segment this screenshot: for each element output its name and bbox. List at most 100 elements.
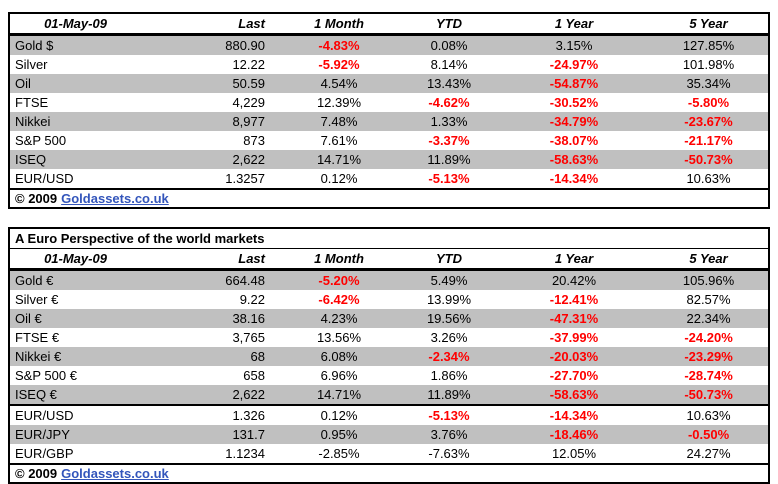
table-row: FTSE € 3,765 13.56% 3.26% -37.99% -24.20%	[9, 328, 769, 347]
instrument-label: Nikkei	[9, 112, 141, 131]
euro-col-header-last: Last	[141, 248, 279, 271]
instrument-label: FTSE	[15, 95, 49, 110]
pct-change: -58.63%	[499, 150, 649, 169]
instrument-label: ISEQ €	[9, 385, 141, 405]
instrument-label: S&P 500 €	[15, 368, 77, 383]
table-row: Gold €664.48 -5.20% 5.49% 20.42% 105.96%	[9, 269, 770, 290]
pct-change: 0.95%	[279, 425, 399, 444]
euro-market-table: A Euro Perspective of the world markets …	[8, 227, 771, 484]
pct-change: 20.42%	[499, 269, 649, 290]
pct-change: -5.20%	[279, 269, 399, 290]
euro-date-header: 01-May-09	[9, 248, 141, 271]
instrument-label: Silver €	[15, 292, 59, 307]
instrument-label: EUR/USD	[15, 171, 74, 186]
pct-change: -7.63%	[428, 446, 470, 461]
pct-change: 0.12%	[279, 404, 399, 425]
pct-change: 101.98%	[682, 57, 735, 72]
pct-change: 24.27%	[686, 446, 731, 461]
last-price: 131.7	[141, 425, 279, 444]
usd-col-header-5year: 5 Year	[649, 13, 769, 36]
pct-change: -4.62%	[428, 95, 470, 110]
instrument-label: Nikkei €	[9, 347, 141, 366]
instrument-label: EUR/JPY	[9, 425, 141, 444]
pct-change: -5.80%	[687, 95, 730, 110]
pct-change: 22.34%	[649, 309, 770, 328]
table-row: ISEQ €2,622 14.71% 11.89% -58.63% -50.73%	[9, 385, 770, 405]
instrument-label: Gold $	[9, 34, 141, 55]
pct-change: -3.37%	[428, 133, 470, 148]
pct-change: 8.14%	[430, 57, 468, 72]
last-price: 3,765	[232, 330, 265, 345]
euro-table-footer-row: © 2009 Goldassets.co.uk	[9, 463, 770, 483]
instrument-label: Gold €	[9, 269, 141, 290]
instrument-label: EUR/GBP	[15, 446, 74, 461]
last-price: 664.48	[141, 269, 279, 290]
pct-change: -24.20%	[684, 330, 733, 345]
euro-table-title-row: A Euro Perspective of the world markets	[9, 228, 770, 249]
copyright-text: © 2009	[15, 191, 58, 206]
pct-change: 6.96%	[320, 368, 358, 383]
last-price: 1.326	[141, 404, 279, 425]
pct-change: -12.41%	[549, 292, 599, 307]
usd-table-body: Gold $880.90 -4.83% 0.08% 3.15% 127.85% Silve…	[9, 34, 769, 190]
pct-change: 14.71%	[279, 385, 399, 405]
last-price: 2,622	[141, 385, 279, 405]
pct-change: -5.92%	[318, 57, 360, 72]
pct-change: -5.13%	[428, 171, 470, 186]
table-row: Silver € 9.22 -6.42% 13.99% -12.41% 82.57%	[9, 290, 769, 309]
last-price: 50.59	[141, 74, 279, 93]
pct-change: 127.85%	[649, 34, 769, 55]
pct-change: -5.13%	[399, 404, 499, 425]
pct-change: 105.96%	[649, 269, 770, 290]
usd-date-header: 01-May-09	[9, 13, 141, 36]
pct-change: -14.34%	[499, 404, 649, 425]
instrument-label: Oil €	[9, 309, 141, 328]
last-price: 1.1234	[225, 446, 265, 461]
pct-change: 10.63%	[649, 404, 770, 425]
usd-col-header-1year: 1 Year	[499, 13, 649, 36]
euro-table-body: Gold €664.48 -5.20% 5.49% 20.42% 105.96% Silv…	[9, 269, 770, 465]
table-row: S&P 500 873 7.61% -3.37% -38.07% -21.17%	[9, 131, 769, 150]
pct-change: -37.99%	[549, 330, 599, 345]
table-row: EUR/GBP 1.1234 -2.85% -7.63% 12.05% 24.27%	[9, 444, 769, 464]
pct-change: 13.56%	[316, 330, 362, 345]
pct-change: -21.17%	[684, 133, 733, 148]
pct-change: 0.12%	[320, 171, 358, 186]
pct-change: -4.83%	[279, 34, 399, 55]
instrument-label: S&P 500	[15, 133, 67, 148]
table-row: EUR/USD 1.3257 0.12% -5.13% -14.34% 10.63%	[9, 169, 769, 189]
last-price: 8,977	[141, 112, 279, 131]
pct-change: 14.71%	[279, 150, 399, 169]
euro-table-header-row: 01-May-09 Last 1 Month YTD 1 Year 5 Year	[9, 248, 770, 271]
pct-change: -20.03%	[499, 347, 649, 366]
last-price: 880.90	[141, 34, 279, 55]
pct-change: 82.57%	[686, 292, 731, 307]
pct-change: -2.34%	[399, 347, 499, 366]
pct-change: 12.05%	[551, 446, 597, 461]
pct-change: -58.63%	[499, 385, 649, 405]
pct-change: 1.33%	[399, 112, 499, 131]
usd-market-table: 01-May-09 Last 1 Month YTD 1 Year 5 Year…	[8, 12, 770, 209]
goldassets-link[interactable]: Goldassets.co.uk	[61, 466, 169, 481]
pct-change: 3.76%	[399, 425, 499, 444]
pct-change: 5.49%	[399, 269, 499, 290]
euro-col-header-1month: 1 Month	[279, 248, 399, 271]
pct-change: -28.74%	[684, 368, 733, 383]
euro-col-header-ytd: YTD	[399, 248, 499, 271]
pct-change: 35.34%	[649, 74, 769, 93]
goldassets-link[interactable]: Goldassets.co.uk	[61, 191, 169, 206]
table-row: Nikkei 8,977 7.48% 1.33% -34.79% -23.67%	[9, 112, 769, 131]
pct-change: -2.85%	[318, 446, 360, 461]
last-price: 12.22	[232, 57, 265, 72]
euro-table-title: A Euro Perspective of the world markets	[9, 228, 770, 249]
pct-change: 4.23%	[279, 309, 399, 328]
pct-change: -0.50%	[649, 425, 770, 444]
pct-change: -6.42%	[318, 292, 360, 307]
pct-change: -30.52%	[549, 95, 599, 110]
usd-col-header-1month: 1 Month	[279, 13, 399, 36]
usd-col-header-last: Last	[141, 13, 279, 36]
pct-change: 7.48%	[279, 112, 399, 131]
pct-change: -38.07%	[549, 133, 599, 148]
instrument-label: FTSE €	[15, 330, 60, 345]
pct-change: -54.87%	[499, 74, 649, 93]
